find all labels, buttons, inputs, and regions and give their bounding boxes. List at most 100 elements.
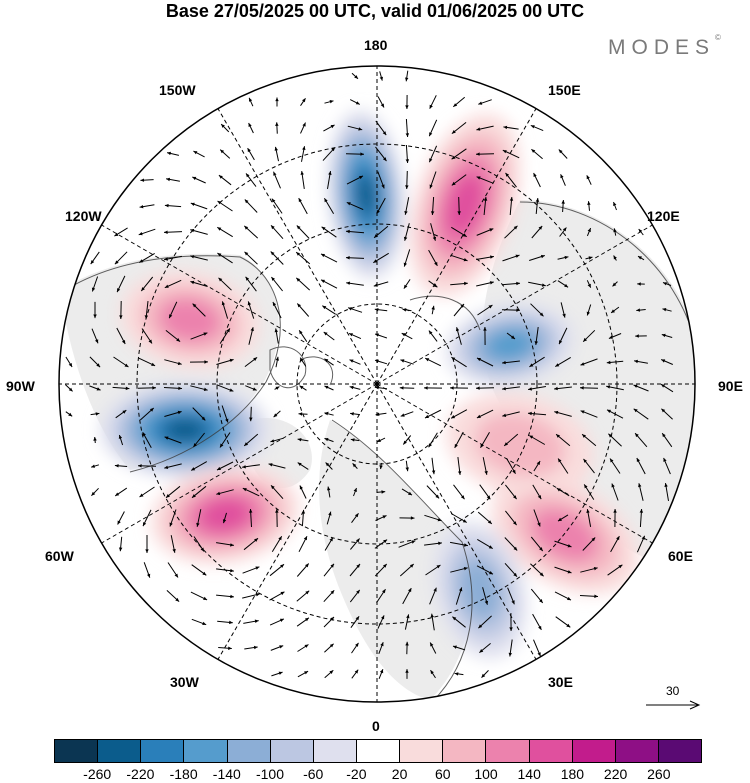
wind-vector <box>509 612 513 632</box>
wind-vector <box>296 303 310 317</box>
wind-vector <box>533 172 541 188</box>
wind-vector <box>634 432 648 448</box>
wind-vector <box>429 587 437 605</box>
wind-vector <box>586 304 592 316</box>
wind-vector <box>353 487 357 497</box>
wind-vector <box>346 175 364 185</box>
wind-vector <box>557 255 569 260</box>
wind-vector <box>554 566 572 574</box>
wind-vector <box>661 359 673 365</box>
wind-vector <box>114 251 128 265</box>
wind-vector <box>403 249 411 267</box>
wind-vector <box>504 225 518 239</box>
wind-vector <box>530 588 544 604</box>
wind-vector <box>661 408 673 420</box>
meridian-line <box>376 383 653 544</box>
wind-vector <box>143 562 151 578</box>
wind-vector <box>167 562 179 578</box>
positive-anomaly-60w <box>199 497 251 533</box>
wind-vector <box>244 357 258 367</box>
wind-vector <box>295 251 311 265</box>
wind-vector <box>428 280 438 288</box>
wind-vector <box>452 616 466 628</box>
wind-vector <box>478 99 492 105</box>
wind-vector <box>139 252 155 264</box>
wind-vector <box>216 594 234 599</box>
wind-vector <box>378 642 384 654</box>
wind-vector <box>560 174 566 186</box>
colorbar-swatch <box>227 740 271 762</box>
wind-vector <box>216 489 234 496</box>
wind-vector <box>346 201 364 211</box>
colorbar-tick-label: 180 <box>560 766 585 782</box>
wind-vector <box>191 485 207 499</box>
wind-vector <box>190 461 208 471</box>
wind-vector <box>535 198 540 214</box>
wind-vector <box>405 94 409 110</box>
wind-vector <box>222 512 227 524</box>
wind-vector <box>324 669 334 679</box>
wind-vector <box>374 333 388 339</box>
lon-label-30w: 30W <box>170 674 199 690</box>
colorbar-swatch <box>529 740 573 762</box>
wind-vector <box>450 254 468 262</box>
wind-vector <box>557 280 569 288</box>
wind-vector <box>323 124 335 132</box>
wind-vector <box>270 484 284 500</box>
wind-vector <box>503 433 519 447</box>
wind-vector <box>534 327 539 345</box>
wind-vector <box>113 356 129 368</box>
wind-vector <box>610 535 620 553</box>
wind-vector <box>169 509 177 527</box>
wind-vector <box>661 333 673 338</box>
wind-scale-label: 30 <box>666 684 680 698</box>
meridian-line <box>376 224 653 385</box>
wind-vector <box>428 249 438 267</box>
wind-vector <box>242 593 260 599</box>
colorbar-tick-label: 140 <box>517 766 541 782</box>
wind-vector <box>636 308 646 312</box>
wind-vector <box>457 457 462 475</box>
wind-vector <box>137 464 157 468</box>
wind-vector <box>425 564 441 576</box>
wind-vector <box>376 197 386 215</box>
wind-vector <box>375 146 387 162</box>
wind-vector <box>271 671 283 677</box>
wind-vector <box>269 591 285 601</box>
wind-vector <box>349 563 361 577</box>
wind-vector <box>218 174 232 186</box>
wind-vector <box>242 487 260 497</box>
wind-vector <box>606 409 624 419</box>
wind-vector <box>401 488 413 496</box>
wind-vector <box>324 358 334 366</box>
colorbar-tick-label: -140 <box>212 766 241 782</box>
wind-vector <box>451 174 467 186</box>
wind-vector <box>556 487 570 497</box>
wind-vector <box>606 360 624 365</box>
wind-vector <box>296 563 310 577</box>
wind-vector <box>141 328 153 344</box>
wind-vector <box>350 438 360 442</box>
wind-vector <box>243 225 259 239</box>
wind-vector <box>554 591 572 601</box>
wind-vector <box>192 407 206 421</box>
wind-vector <box>269 563 285 577</box>
wind-vector <box>428 432 438 448</box>
wind-vector <box>218 277 232 291</box>
wind-vector <box>429 642 437 654</box>
wind-vector <box>608 333 622 339</box>
positive-anomaly-60e <box>532 508 598 562</box>
wind-vector <box>347 125 363 131</box>
wind-vector <box>430 669 436 679</box>
wind-vector <box>377 615 385 629</box>
wind-vector <box>114 464 128 468</box>
wind-vector <box>322 147 336 161</box>
map-title: Base 27/05/2025 00 UTC, valid 01/06/2025… <box>165 1 585 21</box>
wind-vector <box>65 384 73 392</box>
wind-vector <box>378 669 384 679</box>
wind-vector <box>501 308 521 312</box>
wind-vector <box>405 641 409 655</box>
wind-vector <box>609 458 621 474</box>
wind-vector <box>301 146 306 162</box>
wind-vector <box>580 358 598 366</box>
